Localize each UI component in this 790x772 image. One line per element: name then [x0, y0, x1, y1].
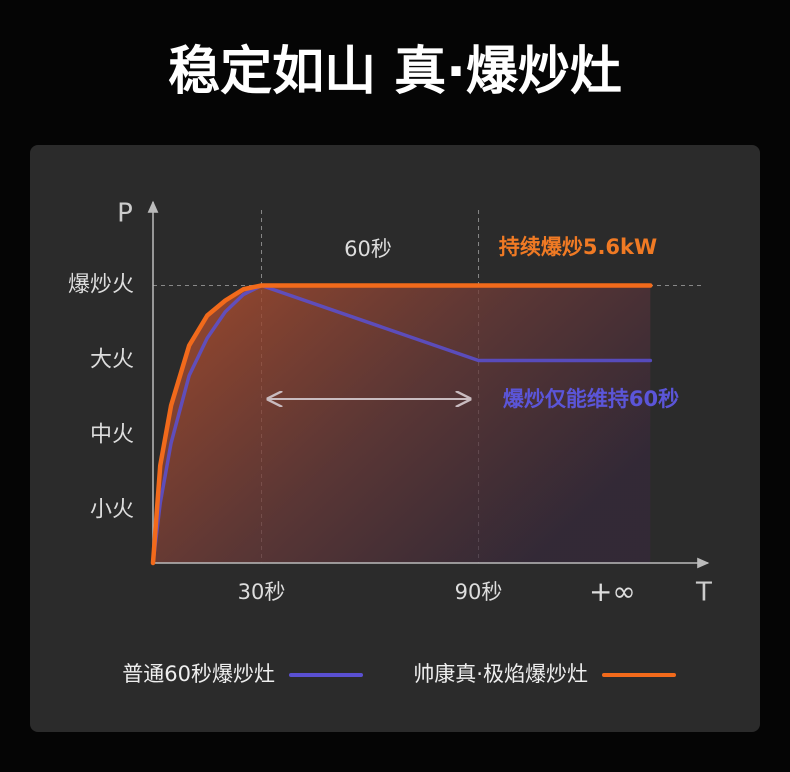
series-line	[150, 283, 653, 566]
y-tick-label: 大火	[90, 348, 134, 373]
x-axis-label: T	[695, 578, 712, 608]
title: 稳定如山 真·爆炒灶	[168, 42, 622, 102]
annotation: 爆炒仅能维持60秒	[503, 387, 679, 411]
y-tick-label: 小火	[90, 498, 134, 523]
legend-label: 普通60秒爆炒灶	[122, 662, 275, 686]
x-tick-label: +∞	[589, 575, 636, 608]
annotation: 60秒	[344, 237, 392, 261]
area	[153, 285, 651, 563]
y-axis-label: P	[117, 199, 133, 229]
x-tick-label: 30秒	[238, 580, 286, 604]
series-line	[151, 283, 653, 565]
x-tick-label: 90秒	[455, 580, 503, 604]
legend-label: 帅康真·极焰爆炒灶	[413, 662, 588, 686]
annotation: 持续爆炒5.6kW	[499, 235, 657, 259]
y-tick-label: 爆炒火	[68, 273, 134, 298]
y-tick-label: 中火	[90, 423, 134, 448]
